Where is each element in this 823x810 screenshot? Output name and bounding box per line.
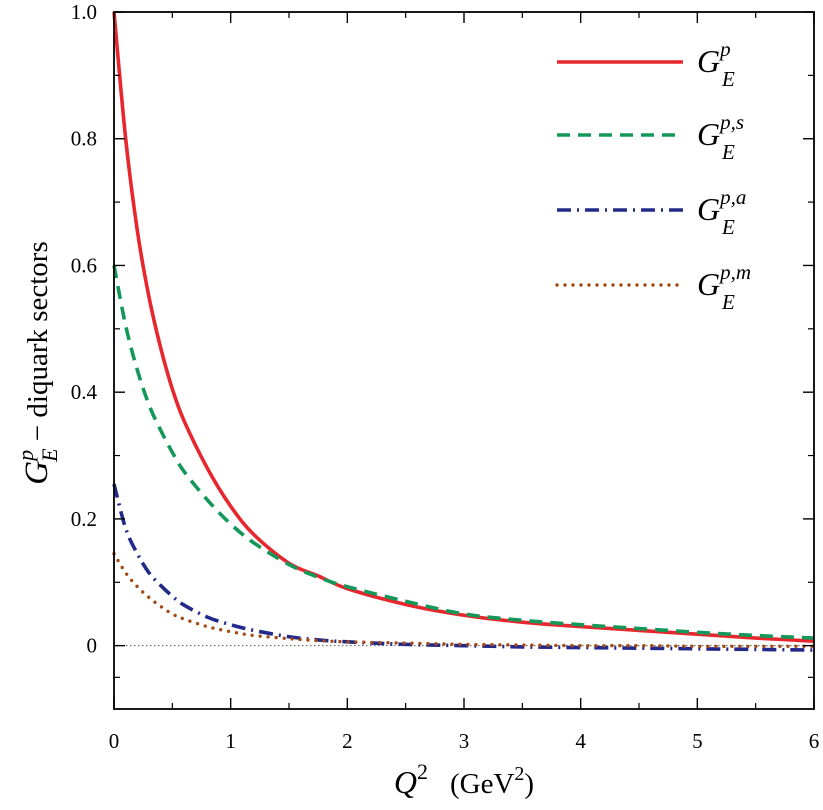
legend-entry-p: Gp E [557, 37, 735, 91]
y-tick-label: 0 [87, 634, 98, 658]
y-axis-title-sub: E [37, 448, 62, 463]
x-axis-title-unit-open: (GeV [450, 768, 514, 800]
x-tick-label: 1 [225, 729, 236, 753]
series-line-p [112, 11, 815, 643]
y-axis-title-main: G [19, 461, 55, 485]
x-axis-title-unit-close: ) [524, 768, 534, 800]
x-axis-title-unit-sup: 2 [514, 763, 524, 785]
x-tick-label: 0 [109, 729, 120, 753]
x-tick-label: 3 [459, 729, 470, 753]
y-tick-label: 0.4 [71, 380, 98, 404]
series-line-p-a [112, 483, 815, 652]
legend-label: Gp,m E [697, 260, 751, 314]
legend: Gp E Gp,s E Gp,a E Gp,m E [555, 37, 751, 314]
x-axis-title-sup: 2 [417, 759, 428, 784]
x-axis-title: Q2 (GeV2) [394, 759, 534, 800]
y-tick-label: 1.0 [71, 0, 97, 24]
y-axis-title-sup: p [13, 450, 38, 463]
x-tick-label: 4 [575, 729, 586, 753]
y-axis-title: GpE − diquark sectors [13, 241, 62, 485]
legend-label: Gp,a E [697, 185, 746, 239]
y-axis-title-rest: − diquark sectors [22, 241, 54, 448]
x-tick-label: 2 [342, 729, 353, 753]
x-tick-label: 6 [809, 729, 820, 753]
x-axis-title-main: Q [394, 764, 417, 800]
legend-entry-p-s: Gp,s E [557, 110, 744, 164]
y-tick-label: 0.8 [71, 127, 97, 151]
y-tick-label: 0.6 [71, 253, 97, 277]
y-tick-label: 0.2 [71, 507, 97, 531]
series-line-p-s [112, 265, 815, 640]
legend-entry-p-m: Gp,m E [555, 260, 751, 314]
legend-label: Gp E [697, 37, 735, 91]
legend-label: Gp,s E [697, 110, 744, 164]
x-tick-label: 5 [692, 729, 703, 753]
legend-entry-p-a: Gp,a E [557, 185, 746, 239]
